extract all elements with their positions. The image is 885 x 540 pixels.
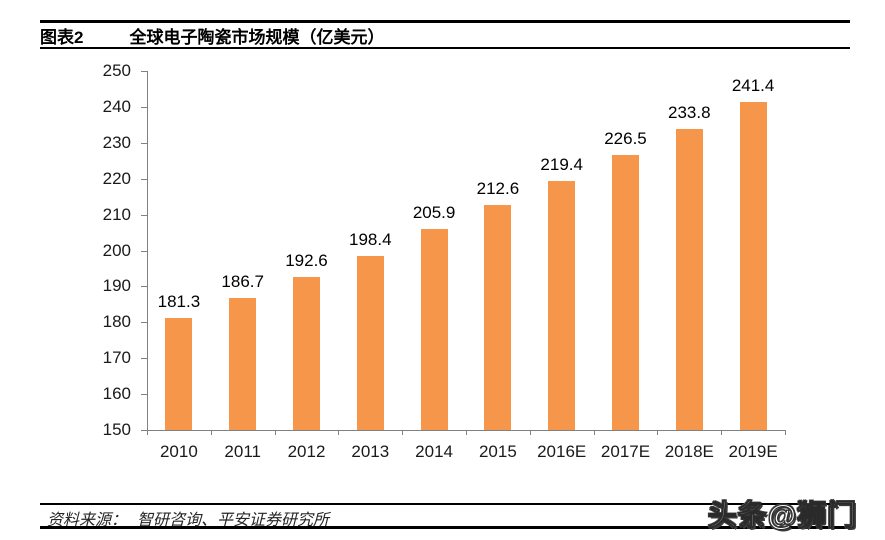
header-top-rule [40, 20, 850, 23]
y-tick-label: 150 [102, 420, 131, 439]
source-note: 资料来源： 智研咨询、平安证券研究所 [47, 506, 329, 530]
bar [612, 155, 639, 430]
x-tick-mark [338, 430, 340, 435]
y-tick-label: 220 [102, 168, 131, 188]
x-tick-label: 2015 [478, 442, 517, 461]
x-tick-mark [147, 430, 148, 435]
footer-bottom-rule [40, 526, 850, 529]
bar-value-label: 233.8 [668, 103, 711, 123]
bar [548, 180, 576, 430]
y-tick-mark [141, 322, 147, 324]
y-tick-mark [141, 286, 147, 288]
x-tick-label: 2017E [600, 442, 651, 461]
watermark: 头条@狮门 [707, 500, 857, 533]
y-tick-label: 170 [102, 348, 131, 368]
x-tick-mark [593, 430, 595, 435]
y-tick-label: 250 [102, 61, 131, 80]
x-tick-label: 2010 [159, 442, 198, 461]
y-tick-mark [141, 106, 147, 108]
x-tick-label: 2014 [415, 442, 453, 461]
bar-value-label: 241.4 [731, 75, 775, 95]
x-tick-label: 2011 [224, 442, 261, 461]
y-tick-mark [141, 71, 147, 72]
header-bottom-rule [40, 47, 850, 49]
bar-value-label: 181.3 [157, 291, 201, 311]
footer-top-rule [40, 503, 850, 505]
y-tick-mark [141, 250, 147, 252]
y-tick-label: 210 [102, 204, 131, 224]
y-tick-label: 160 [102, 384, 131, 404]
figure-number-label: 图表2 [40, 28, 84, 47]
x-tick-label: 2016E [537, 442, 587, 461]
x-tick-label: 2013 [351, 442, 390, 461]
x-tick-label: 2019E [728, 442, 778, 461]
x-tick-label: 2018E [664, 442, 714, 461]
x-tick-mark [402, 430, 404, 435]
y-tick-mark [141, 394, 147, 396]
x-tick-mark [721, 430, 723, 435]
x-tick-mark [274, 430, 276, 435]
bar [675, 129, 703, 430]
source-label: 资料来源： [47, 512, 128, 529]
x-tick-mark [657, 430, 659, 435]
y-tick-mark [141, 214, 147, 216]
bar [484, 205, 512, 430]
figure-header: 图表2 全球电子陶瓷市场规模（亿美元） [40, 25, 850, 47]
figure-title: 全球电子陶瓷市场规模（亿美元） [129, 28, 385, 47]
bar [293, 277, 320, 430]
x-tick-mark [529, 430, 531, 435]
x-tick-mark [210, 430, 212, 435]
bar-value-label: 212.6 [476, 179, 520, 199]
bar-value-label: 205.9 [412, 203, 456, 223]
x-tick-mark [466, 430, 467, 435]
x-tick-mark [785, 430, 786, 435]
bar [165, 317, 193, 430]
bar-value-label: 219.4 [540, 154, 583, 174]
y-tick-mark [141, 142, 147, 144]
bar [420, 229, 448, 430]
bar [229, 298, 257, 430]
x-tick-label: 2012 [287, 442, 326, 461]
y-tick-mark [141, 430, 147, 431]
y-tick-mark [141, 358, 147, 360]
y-tick-label: 190 [102, 276, 131, 296]
source-institutions: 智研咨询、平安证券研究所 [137, 512, 330, 529]
bar-value-label: 226.5 [604, 129, 647, 149]
y-axis-line [147, 71, 148, 435]
bar-value-label: 186.7 [221, 272, 264, 292]
y-tick-label: 240 [102, 96, 131, 116]
y-tick-label: 200 [102, 240, 131, 260]
y-tick-label: 230 [102, 132, 131, 152]
y-tick-mark [141, 178, 147, 180]
bar [356, 256, 384, 430]
y-tick-label: 180 [102, 312, 131, 332]
bar-value-label: 192.6 [285, 251, 328, 271]
bar-value-label: 198.4 [349, 230, 392, 250]
bar [739, 101, 767, 430]
